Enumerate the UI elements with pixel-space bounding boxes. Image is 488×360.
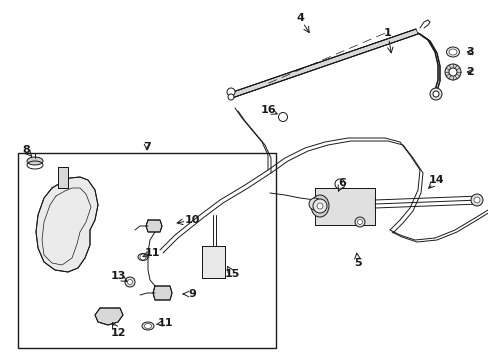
Circle shape [308,198,320,210]
Polygon shape [202,246,224,278]
Polygon shape [95,308,123,325]
Text: 16: 16 [260,105,275,115]
Ellipse shape [335,180,344,188]
Text: 11: 11 [144,248,160,258]
Text: 1: 1 [384,28,391,38]
Polygon shape [417,33,439,91]
Bar [18,153,275,348]
Text: 9: 9 [188,289,196,299]
Polygon shape [146,220,162,232]
Ellipse shape [138,253,148,261]
Ellipse shape [448,49,456,55]
Text: 13: 13 [110,271,125,281]
Circle shape [140,254,146,260]
Circle shape [316,203,323,209]
Ellipse shape [27,157,43,165]
Ellipse shape [310,195,328,217]
Circle shape [312,199,326,213]
Text: 4: 4 [295,13,304,23]
Circle shape [432,91,438,97]
Text: 15: 15 [224,269,239,279]
Text: 2: 2 [465,67,473,77]
Circle shape [473,197,479,203]
Circle shape [429,88,441,100]
Circle shape [127,279,132,284]
Polygon shape [153,286,172,300]
Circle shape [227,94,234,100]
Polygon shape [229,29,417,98]
Text: 3: 3 [465,47,473,57]
Ellipse shape [142,322,154,330]
Circle shape [357,220,362,225]
Text: 11: 11 [157,318,172,328]
Circle shape [470,194,482,206]
Circle shape [226,88,235,96]
Polygon shape [36,177,98,272]
Circle shape [354,217,364,227]
Text: 7: 7 [143,142,151,152]
Text: 8: 8 [22,145,30,155]
Polygon shape [58,167,68,188]
Text: 14: 14 [428,175,444,185]
Text: 12: 12 [110,328,125,338]
Text: 6: 6 [337,178,345,188]
Polygon shape [314,188,374,225]
Circle shape [334,179,345,189]
Ellipse shape [446,47,459,57]
Circle shape [444,64,460,80]
Ellipse shape [144,324,151,328]
Circle shape [125,277,135,287]
Text: 10: 10 [184,215,199,225]
Circle shape [448,68,456,76]
Text: 5: 5 [353,258,361,268]
Circle shape [278,113,287,122]
